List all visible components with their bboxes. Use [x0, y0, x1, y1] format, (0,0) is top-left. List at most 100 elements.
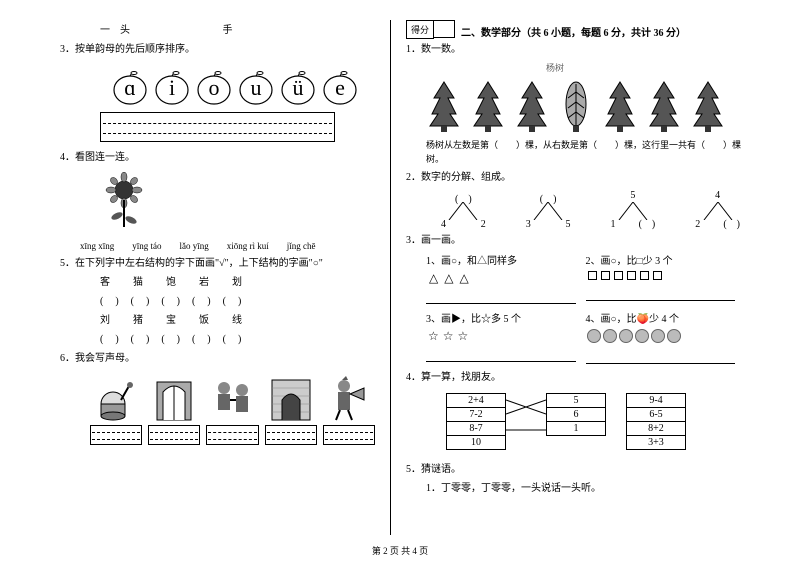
vowel-text: u — [251, 75, 262, 101]
draw-3-4-text: 4、画○，比🍑少 4 个 — [586, 310, 746, 325]
question-3: 3．按单韵母的先后顺序排序。 — [60, 42, 375, 58]
peach-icon — [651, 329, 665, 343]
decomp-br: ( ) — [639, 215, 656, 230]
decomp-3: 5 1 ( ) — [606, 190, 661, 230]
arch-icon — [266, 374, 316, 422]
peach-icon — [587, 329, 601, 343]
draw-3-1: 1、画○，和△同样多 △△△ — [426, 252, 586, 304]
pinyin-row: xīng xīng yīng táo lǎo yīng xiōng rì kuí… — [80, 239, 375, 253]
q5-paren-1: ( ) ( ) ( ) ( ) ( ) — [100, 294, 375, 310]
square-icon — [601, 271, 610, 280]
r-question-5: 5．猜谜语。 — [406, 462, 745, 478]
apple-e: e — [320, 66, 360, 106]
draw-3-2: 2、画○，比□少 3 个 — [586, 252, 746, 304]
square-icon — [627, 271, 636, 280]
q5-chars-2: 刘 猪 宝 饭 线 — [100, 313, 375, 329]
q5-chars-1: 客 猫 饱 岩 划 — [100, 275, 375, 291]
top-words-row: 一 头 手 — [60, 23, 375, 39]
star-icon: ☆ — [443, 329, 454, 343]
door-icon — [149, 374, 199, 422]
square-icon — [653, 271, 662, 280]
answer-blank[interactable] — [586, 287, 736, 301]
page-number: 第 2 页 共 4 页 — [372, 544, 428, 557]
vowel-text: e — [335, 75, 345, 101]
r-question-1: 1．数一数。 — [406, 42, 745, 58]
tree-main-label: 杨树 — [546, 61, 745, 74]
pic-kids — [206, 373, 258, 445]
score-block: 得分 — [406, 20, 455, 39]
decomp-bl: 3 — [526, 219, 531, 230]
score-fill-cell[interactable] — [433, 20, 455, 38]
triangle-icon: △ — [444, 271, 453, 286]
decomp-2: ( ) 3 5 — [521, 190, 576, 230]
draw-3-4: 4、画○，比🍑少 4 个 — [586, 310, 746, 364]
decomp-br: 2 — [481, 219, 486, 230]
decomp-br: 5 — [566, 219, 571, 230]
match-cell: 10 — [446, 435, 506, 450]
riddle-line: 1．丁零零，丁零零，一头说话一头听。 — [426, 481, 745, 497]
section-title: 二、数学部分（共 6 小题，每题 6 分，共计 36 分） — [461, 24, 686, 39]
apple-i: i — [152, 66, 192, 106]
match-row: 2+4 7-2 8-7 10 5 6 1 9-4 6-5 8+2 3+3 — [446, 394, 745, 454]
tree-icon — [690, 78, 726, 134]
decomp-1: ( ) 4 2 — [436, 190, 491, 230]
answer-blank[interactable] — [586, 350, 736, 364]
q5-paren-2: ( ) ( ) ( ) ( ) ( ) — [100, 332, 375, 348]
match-cell: 1 — [546, 421, 606, 436]
square-icon — [614, 271, 623, 280]
apple-u: u — [236, 66, 276, 106]
draw-3-2-text: 2、画○，比□少 3 个 — [586, 252, 746, 267]
vowel-text: i — [169, 75, 175, 101]
apple-a: ɑ — [110, 66, 150, 106]
star-icon: ☆ — [428, 329, 439, 343]
left-column: 一 头 手 3．按单韵母的先后顺序排序。 ɑ i o u — [60, 20, 390, 535]
draw-3-3: 3、画▶，比☆多 5 个 ☆☆☆ — [426, 310, 586, 364]
tree-icon — [646, 78, 682, 134]
vowel-text: ü — [293, 75, 304, 101]
match-cell: 3+3 — [626, 435, 686, 450]
question-6: 6．我会写声母。 — [60, 351, 375, 367]
sunflower-icon — [100, 172, 375, 235]
vowel-text: ɑ — [124, 75, 136, 101]
decomp-bl: 1 — [611, 219, 616, 230]
r-question-2: 2．数字的分解、组成。 — [406, 170, 745, 186]
match-col-mid: 5 6 1 — [546, 394, 606, 436]
q1-fill: 杨树从左数是第（ ）棵，从右数是第（ ）棵，这行里一共有（ ）棵树。 — [426, 138, 745, 167]
draw-3-1-text: 1、画○，和△同样多 — [426, 252, 586, 267]
answer-blank[interactable] — [426, 290, 576, 304]
match-lines-left — [506, 394, 546, 454]
tree-icon — [470, 78, 506, 134]
r-question-4: 4．算一算，找朋友。 — [406, 370, 745, 386]
score-section-row: 得分 二、数学部分（共 6 小题，每题 6 分，共计 36 分） — [406, 20, 745, 39]
decomp-br: ( ) — [723, 215, 740, 230]
peach-icon — [667, 329, 681, 343]
vowel-text: o — [209, 75, 220, 101]
match-col-right: 9-4 6-5 8+2 3+3 — [626, 394, 686, 450]
peach-icon — [635, 329, 649, 343]
decomp-top: 5 — [630, 190, 635, 201]
tree-row — [426, 78, 745, 134]
peach-icon — [603, 329, 617, 343]
pic-drum — [90, 373, 142, 445]
pic-door — [148, 373, 200, 445]
right-column: 得分 二、数学部分（共 6 小题，每题 6 分，共计 36 分） 1．数一数。 … — [390, 20, 745, 535]
word-2: 手 — [223, 25, 233, 36]
pic-arch — [265, 373, 317, 445]
apple-o: o — [194, 66, 234, 106]
question-4: 4．看图连一连。 — [60, 150, 375, 166]
match-col-left: 2+4 7-2 8-7 10 — [446, 394, 506, 450]
word-1: 一 头 — [100, 25, 130, 36]
peach-icon — [619, 329, 633, 343]
square-icon — [588, 271, 597, 280]
decomp-top: 4 — [715, 190, 720, 201]
vowel-apples-row: ɑ i o u ü e — [110, 66, 375, 106]
match-cell: 8-7 — [446, 421, 506, 436]
boy-horn-icon — [324, 374, 374, 422]
answer-blank[interactable] — [426, 348, 576, 362]
match-cell: 7-2 — [446, 407, 506, 422]
triangle-icon: △ — [429, 271, 438, 286]
question-5: 5．在下列字中左右结构的字下面画"√"，上下结构的字画"○" — [60, 256, 375, 272]
match-cell: 2+4 — [446, 393, 506, 408]
decomp-bl: 4 — [441, 219, 446, 230]
poplar-tree-icon — [558, 78, 594, 134]
